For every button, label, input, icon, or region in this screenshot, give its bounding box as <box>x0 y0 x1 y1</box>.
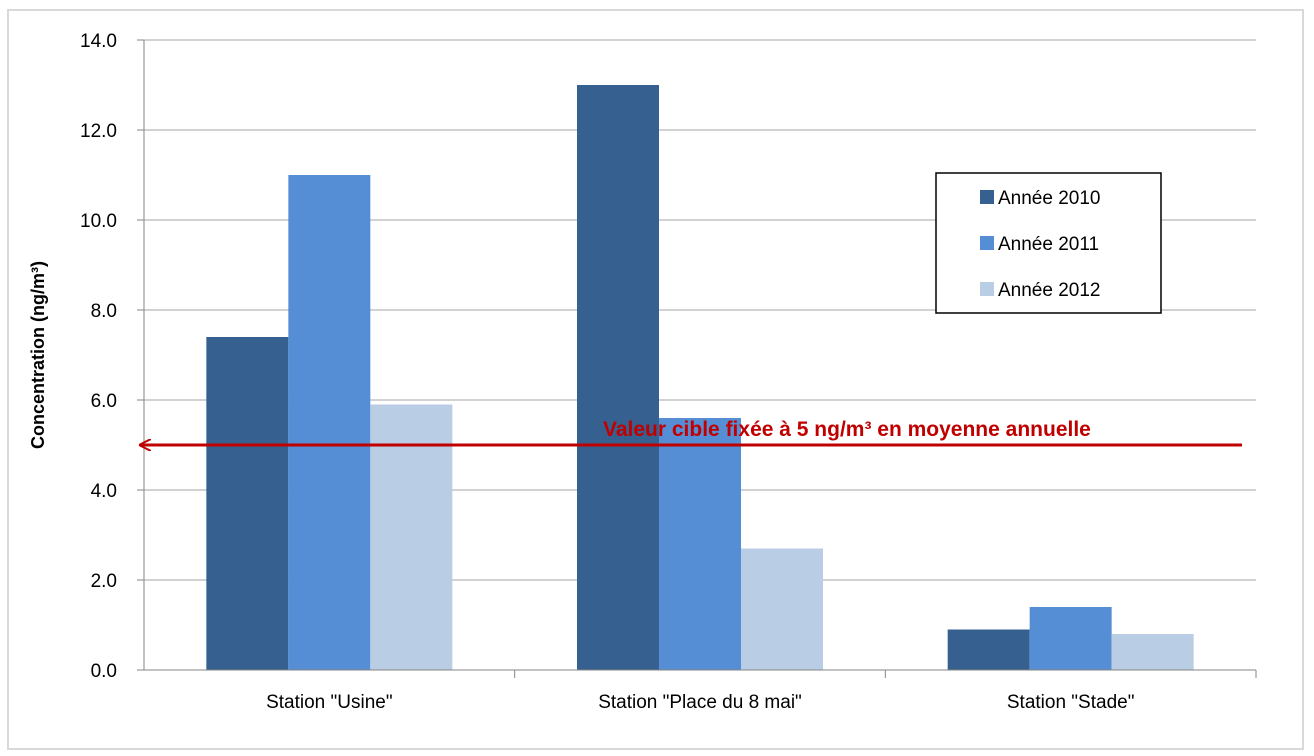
bar <box>577 85 659 670</box>
axes <box>143 40 1257 678</box>
y-tick-label: 6.0 <box>91 391 117 412</box>
y-tick-label: 0.0 <box>91 661 117 682</box>
legend-swatch <box>980 190 994 204</box>
y-tick-labels: 0.0 2.0 4.0 6.0 8.0 10.0 12.0 14.0 <box>80 31 117 682</box>
y-axis-title: Concentration (ng/m³) <box>28 261 48 449</box>
y-tick-label: 14.0 <box>80 31 117 52</box>
legend-label: Année 2010 <box>998 188 1101 209</box>
bar <box>370 404 453 670</box>
legend: Année 2010 Année 2011 Année 2012 <box>935 172 1162 314</box>
y-tick-label: 8.0 <box>91 301 117 322</box>
y-tick-label: 12.0 <box>80 121 117 142</box>
bar <box>947 629 1030 670</box>
y-tick-label: 2.0 <box>91 571 117 592</box>
x-category-label: Station "Stade" <box>1007 692 1135 713</box>
legend-box <box>935 172 1162 314</box>
bars <box>206 85 1194 670</box>
target-annotation: Valeur cible fixée à 5 ng/m³ en moyenne … <box>141 418 1242 445</box>
x-category-label: Station "Place du 8 mai" <box>598 692 802 713</box>
bar <box>206 337 289 670</box>
legend-swatch <box>980 236 994 250</box>
y-tick-label: 4.0 <box>91 481 117 502</box>
legend-label: Année 2011 <box>998 234 1099 255</box>
bar <box>288 175 371 670</box>
target-value-label: Valeur cible fixée à 5 ng/m³ en moyenne … <box>603 418 1091 441</box>
y-tick-label: 10.0 <box>80 211 117 232</box>
bar <box>1111 634 1194 670</box>
bar <box>1029 607 1112 670</box>
bar <box>659 418 741 670</box>
x-category-labels: Station "Usine" Station "Place du 8 mai" S… <box>266 692 1134 713</box>
x-category-label: Station "Usine" <box>266 692 393 713</box>
legend-label: Année 2012 <box>998 280 1101 301</box>
legend-swatch <box>980 282 994 296</box>
bar <box>741 548 823 670</box>
